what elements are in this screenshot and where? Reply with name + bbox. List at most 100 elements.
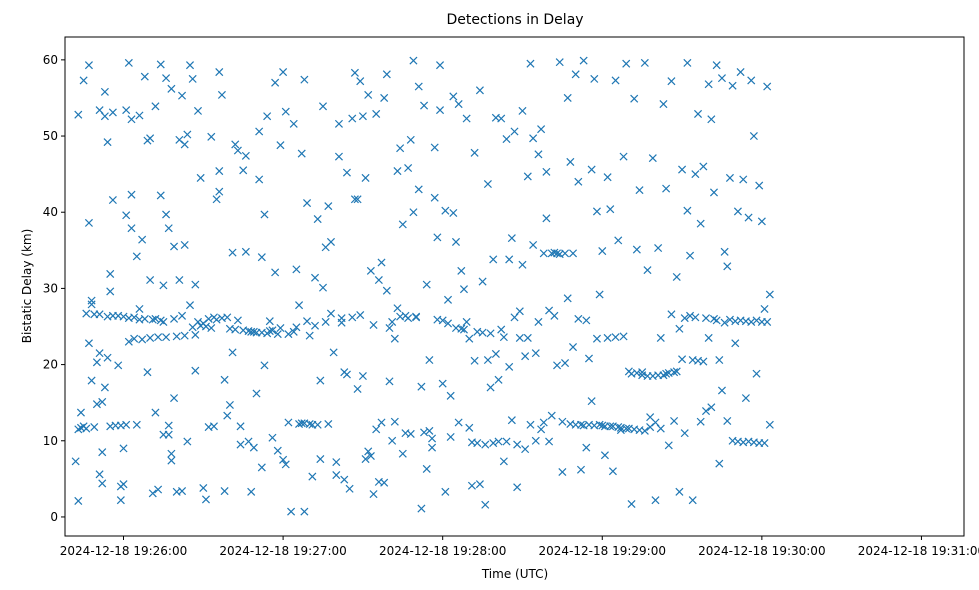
data-point	[417, 382, 426, 391]
data-point	[310, 273, 320, 282]
data-point	[662, 369, 671, 378]
data-point	[709, 314, 719, 323]
data-point	[268, 326, 277, 335]
data-point	[239, 166, 248, 175]
data-point	[494, 437, 503, 446]
data-point	[380, 478, 389, 487]
y-axis-label: Bistatic Delay (km)	[20, 229, 34, 344]
data-point	[731, 339, 740, 348]
data-point	[428, 434, 437, 443]
data-point	[390, 334, 399, 343]
data-point	[680, 429, 689, 438]
data-point	[638, 368, 647, 377]
data-point	[539, 249, 548, 258]
data-point	[590, 74, 599, 83]
data-point	[499, 457, 508, 466]
data-point	[356, 77, 365, 86]
data-point	[414, 185, 423, 194]
data-point	[425, 355, 434, 365]
data-point	[122, 211, 131, 220]
data-point	[441, 206, 450, 215]
data-point	[553, 249, 562, 258]
data-point	[292, 265, 301, 274]
data-point	[574, 314, 583, 323]
data-point	[717, 386, 726, 395]
data-point	[127, 115, 136, 124]
data-point	[156, 191, 165, 200]
data-point	[723, 416, 732, 425]
data-point	[332, 458, 341, 467]
data-point	[725, 173, 734, 182]
data-point	[438, 379, 447, 388]
data-point	[696, 219, 705, 228]
data-point	[127, 190, 136, 199]
data-point	[475, 86, 484, 95]
data-point	[446, 432, 455, 441]
data-point	[334, 152, 343, 161]
data-point	[297, 419, 306, 428]
data-point	[167, 456, 176, 465]
data-point	[372, 425, 381, 434]
data-point	[151, 314, 160, 323]
data-point	[462, 317, 471, 326]
data-point	[193, 317, 203, 326]
data-point	[579, 56, 588, 65]
data-point	[329, 348, 338, 357]
data-point	[350, 68, 359, 77]
data-point	[167, 84, 176, 93]
data-point	[630, 94, 639, 103]
data-point	[507, 234, 516, 243]
data-point	[526, 59, 535, 68]
data-point	[515, 307, 524, 316]
data-point	[342, 168, 351, 177]
data-point	[505, 255, 514, 264]
data-point	[193, 106, 203, 115]
data-point	[273, 330, 282, 339]
data-point	[316, 376, 325, 385]
data-point	[82, 424, 91, 433]
data-point	[550, 248, 559, 257]
data-point	[568, 249, 578, 258]
data-point	[100, 383, 109, 392]
data-point	[207, 132, 216, 141]
data-point	[428, 443, 437, 452]
data-point	[534, 317, 543, 326]
data-point	[326, 309, 336, 318]
data-point	[74, 110, 83, 119]
data-point	[130, 313, 139, 322]
data-point	[247, 487, 256, 496]
data-point	[720, 247, 729, 256]
data-point	[334, 119, 343, 128]
data-point	[704, 333, 713, 342]
data-point	[558, 467, 567, 477]
data-point	[459, 325, 468, 334]
data-point	[374, 276, 383, 285]
data-point	[576, 465, 586, 474]
data-point	[236, 440, 245, 449]
data-point	[95, 349, 104, 358]
data-point	[380, 93, 389, 102]
data-point	[130, 334, 139, 343]
data-point	[385, 323, 394, 333]
data-point	[318, 102, 328, 111]
data-point	[257, 253, 266, 262]
data-point	[659, 100, 668, 109]
data-point	[82, 309, 91, 318]
data-point	[483, 355, 492, 365]
data-point	[412, 312, 421, 321]
data-point	[497, 114, 506, 123]
data-point	[303, 199, 312, 208]
data-point	[406, 429, 415, 438]
data-point	[305, 419, 314, 429]
data-point	[146, 134, 155, 143]
data-point	[529, 240, 538, 250]
data-point	[481, 500, 490, 509]
data-point	[178, 91, 187, 100]
data-point	[486, 329, 495, 338]
data-point	[667, 77, 676, 86]
data-point	[252, 389, 261, 398]
data-point	[220, 487, 229, 496]
data-point	[494, 375, 503, 384]
data-point	[98, 479, 107, 488]
data-point	[180, 140, 189, 149]
